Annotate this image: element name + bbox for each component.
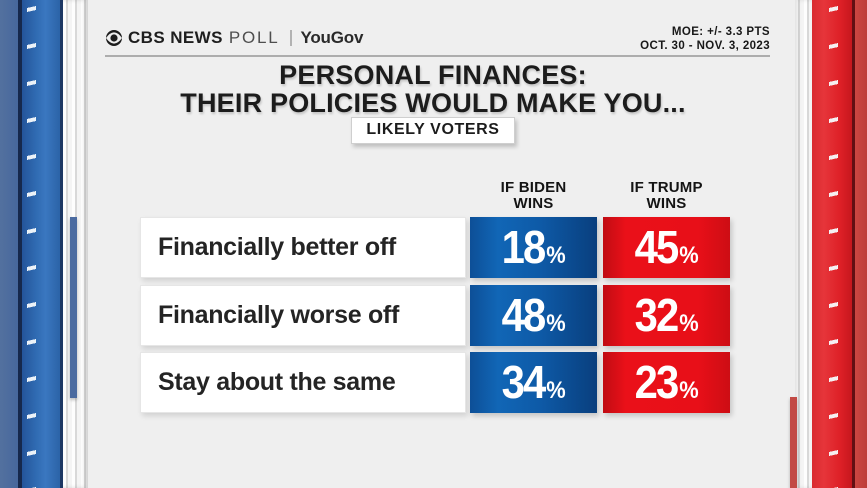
column-header-line: IF BIDEN (500, 179, 567, 196)
right-bookmark-ribbon (790, 397, 797, 488)
percent-value: 18% (501, 224, 565, 271)
left-bookmark-ribbon (70, 217, 77, 398)
percent-value: 23% (634, 359, 698, 406)
trump-value-cell: 45% (603, 217, 730, 278)
dates-text: OCT. 30 - NOV. 3, 2023 (640, 40, 770, 52)
right-pillar-outer (855, 0, 867, 488)
cbs-eye-icon (105, 29, 123, 47)
percent-value: 48% (501, 292, 565, 339)
value-number: 18 (501, 221, 546, 273)
percent-sign: % (679, 375, 699, 403)
value-number: 32 (634, 289, 679, 341)
right-pillar-crease (852, 0, 855, 488)
table-row: Stay about the same 34% 23% (0, 352, 867, 413)
title-line-2: THEIR POLICIES WOULD MAKE YOU... (180, 88, 686, 118)
column-header-line: WINS (513, 195, 554, 212)
biden-value-cell: 48% (470, 285, 597, 346)
header-divider (105, 55, 770, 57)
right-pillar (812, 0, 852, 488)
percent-value: 34% (501, 359, 565, 406)
value-number: 23 (634, 356, 679, 408)
left-pillar-outer (0, 0, 18, 488)
brand-cbs-news: CBS NEWS (128, 28, 223, 47)
table-row: Financially better off 18% 45% (0, 217, 867, 278)
percent-sign: % (546, 375, 566, 403)
column-header-trump: IF TRUMP WINS (603, 180, 730, 212)
badge-container: LIKELY VOTERS (88, 117, 778, 144)
left-pillar-edge (60, 0, 63, 488)
poll-meta: MOE: +/- 3.3 PTS OCT. 30 - NOV. 3, 2023 (640, 25, 770, 53)
column-header-biden: IF BIDEN WINS (470, 180, 597, 212)
percent-sign: % (546, 308, 566, 336)
title-line-1: PERSONAL FINANCES: (279, 60, 587, 90)
value-number: 48 (501, 289, 546, 341)
biden-value-cell: 18% (470, 217, 597, 278)
percent-sign: % (679, 308, 699, 336)
percent-value: 32% (634, 292, 698, 339)
percent-sign: % (679, 240, 699, 268)
left-pillar (22, 0, 60, 488)
left-pillar-crease (18, 0, 22, 488)
value-number: 45 (634, 221, 679, 273)
row-label: Stay about the same (140, 352, 466, 413)
row-label: Financially worse off (140, 285, 466, 346)
table-row: Financially worse off 48% 32% (0, 285, 867, 346)
biden-value-cell: 34% (470, 352, 597, 413)
likely-voters-badge: LIKELY VOTERS (351, 117, 515, 144)
percent-sign: % (546, 240, 566, 268)
brand-yougov: YouGov (300, 28, 364, 47)
brand: CBS NEWS POLL YouGov (105, 27, 363, 49)
column-header-line: WINS (646, 195, 687, 212)
value-number: 34 (501, 356, 546, 408)
column-header-line: IF TRUMP (630, 179, 703, 196)
moe-text: MOE: +/- 3.3 PTS (671, 26, 770, 38)
percent-value: 45% (634, 224, 698, 271)
page-title: PERSONAL FINANCES: THEIR POLICIES WOULD … (88, 61, 778, 117)
trump-value-cell: 32% (603, 285, 730, 346)
row-label: Financially better off (140, 217, 466, 278)
trump-value-cell: 23% (603, 352, 730, 413)
right-page-edge (795, 0, 812, 488)
brand-poll: POLL (228, 28, 280, 47)
brand-divider (289, 30, 292, 46)
